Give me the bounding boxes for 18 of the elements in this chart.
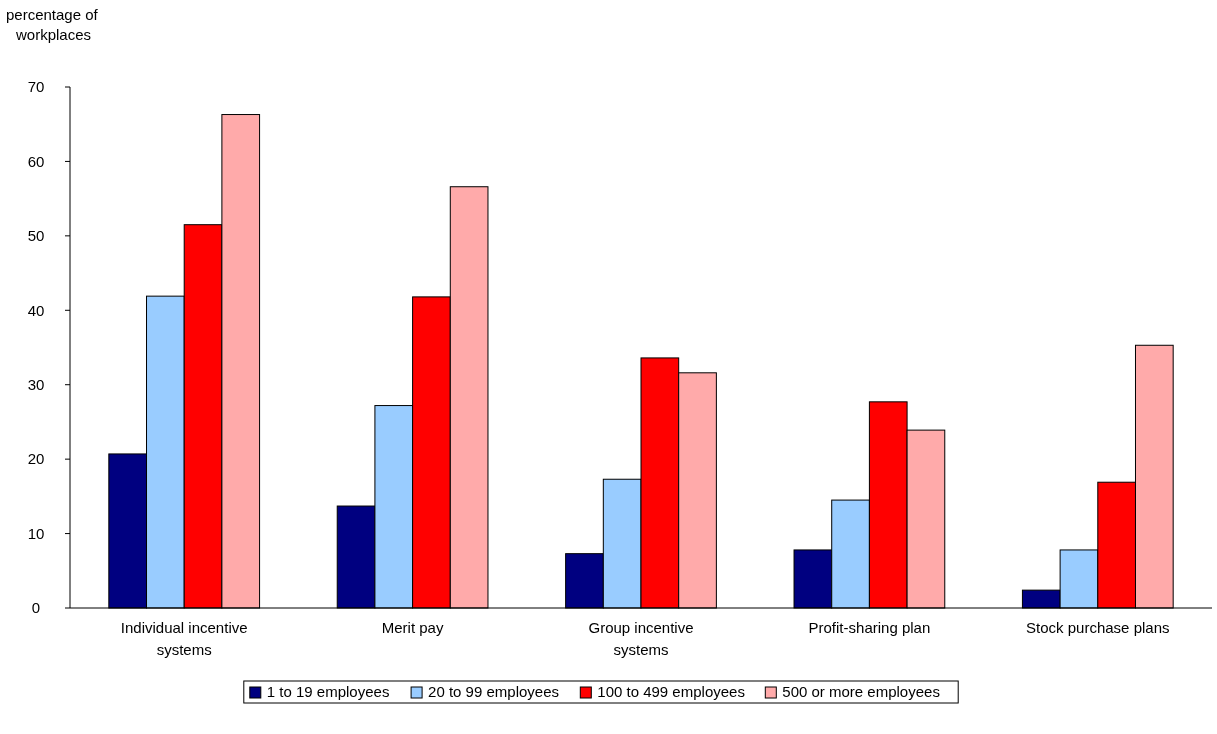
y-tick-label: 0 (31, 599, 41, 617)
x-tick-label: Group incentive systems (588, 619, 694, 658)
x-tick-label: Merit pay (381, 619, 444, 636)
legend-label: 20 to 99 employees (428, 683, 560, 700)
y-tick-label: 20 (27, 450, 45, 468)
y-tick-label: 40 (27, 301, 45, 319)
x-tick-label: Stock purchase plans (1026, 619, 1170, 636)
y-tick-label: 60 (27, 152, 45, 170)
y-tick-label: 10 (27, 524, 45, 542)
legend-label: 100 to 499 employees (597, 683, 745, 700)
y-axis-title: percentage of workplaces (6, 6, 99, 43)
legend-label: 1 to 19 employees (266, 683, 390, 700)
x-tick-label: Profit-sharing plan (808, 619, 931, 636)
x-tick-label: Individual incentive systems (120, 619, 248, 658)
y-tick-label: 30 (27, 375, 45, 393)
y-tick-label: 70 (27, 78, 45, 96)
legend-label: 500 or more employees (782, 683, 940, 700)
y-tick-label: 50 (27, 227, 45, 245)
